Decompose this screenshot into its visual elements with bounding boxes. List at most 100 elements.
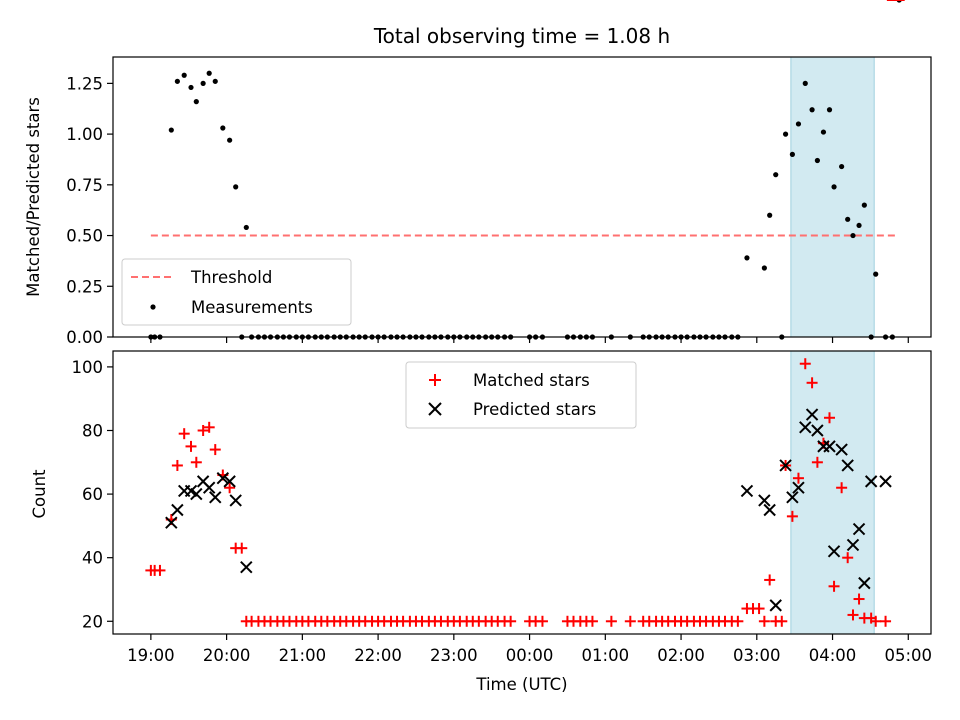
top-y-ticks: 0.00 0.25 0.50 0.75 1.00 1.25 <box>66 74 113 347</box>
legend-measurements-label: Measurements <box>191 298 313 317</box>
measurement-point <box>174 78 180 84</box>
measurement-point <box>802 80 808 86</box>
predicted-star-point <box>229 494 242 507</box>
predicted-star-point <box>190 487 203 501</box>
matched-star-point <box>190 456 202 468</box>
bottom-x-tick-label: 01:00 <box>582 646 630 665</box>
bottom-y-tick-label: 60 <box>82 485 103 504</box>
bottom-x-tick-label: 03:00 <box>733 646 781 665</box>
predicted-star-point <box>823 440 836 453</box>
matched-star-point <box>870 615 882 627</box>
predicted-star-point <box>852 522 866 536</box>
top-panel-title: Total observing time = 1.08 h <box>373 24 670 48</box>
matched-star-point <box>811 456 823 468</box>
top-y-tick-label: 0.50 <box>66 227 103 246</box>
measurement-point <box>181 72 187 78</box>
predicted-star-point <box>858 576 871 590</box>
bottom-panel: 20 40 60 80 100 19:00 20:00 21:00 22:00 23:00 00:… <box>30 0 932 694</box>
matched-star-point <box>154 564 166 576</box>
predicted-star-point <box>805 408 819 421</box>
matched-star-point <box>792 472 804 484</box>
top-axes-frame <box>112 56 932 338</box>
matched-star-point <box>806 377 818 389</box>
measurement-point <box>233 184 239 190</box>
measurement-point <box>789 151 795 157</box>
matched-star-point <box>764 574 776 586</box>
matched-star-point <box>853 593 865 605</box>
bottom-y-tick-label: 100 <box>72 358 104 377</box>
matched-star-point <box>847 609 859 621</box>
predicted-star-point <box>202 481 216 494</box>
predicted-star-point <box>758 494 771 507</box>
measurement-point <box>193 99 199 105</box>
top-y-tick-label: 1.25 <box>66 74 103 93</box>
bottom-x-tick-label: 22:00 <box>354 646 402 665</box>
matched-star-point <box>624 615 636 627</box>
x-axis-label: Time (UTC) <box>475 675 567 694</box>
measurement-point <box>767 212 773 218</box>
bottom-axes-frame <box>112 350 932 635</box>
bottom-x-tick-label: 20:00 <box>203 646 251 665</box>
predicted-star-points <box>165 408 892 612</box>
legend-predicted-swatch <box>428 402 442 416</box>
bottom-x-tick-label: 21:00 <box>279 646 327 665</box>
matched-star-point <box>605 615 617 627</box>
measurement-point <box>773 172 779 178</box>
legend-threshold-label: Threshold <box>190 268 272 287</box>
matched-star-point <box>732 615 744 627</box>
measurement-point <box>200 80 206 86</box>
predicted-star-point <box>864 475 878 488</box>
predicted-star-point <box>835 443 848 456</box>
top-x-ticks <box>150 337 909 343</box>
predicted-star-point <box>846 538 860 552</box>
predicted-star-point <box>879 475 892 488</box>
measurement-point <box>795 121 802 127</box>
top-y-tick-label: 0.00 <box>66 328 103 347</box>
matched-star-point <box>776 615 788 627</box>
predicted-star-point <box>240 561 253 574</box>
legend-matched-label: Matched stars <box>473 371 590 390</box>
bottom-x-tick-label: 19:00 <box>127 646 175 665</box>
matched-star-point <box>224 482 236 494</box>
measurement-point <box>243 224 249 231</box>
bottom-legend-box <box>405 361 637 429</box>
predicted-star-point <box>769 599 782 612</box>
top-y-tick-label: 1.00 <box>66 125 103 144</box>
bottom-x-tick-label: 23:00 <box>430 646 478 665</box>
measurement-point <box>220 125 226 131</box>
top-y-tick-label: 0.75 <box>66 176 103 195</box>
matched-star-point <box>505 615 517 627</box>
measurement-point <box>861 202 867 208</box>
measurement-point <box>831 184 837 190</box>
bottom-y-tick-label: 80 <box>82 421 103 440</box>
matched-star-point <box>197 424 209 436</box>
measurement-point <box>826 107 833 113</box>
measurement-point <box>227 137 233 143</box>
matched-star-point <box>536 615 548 627</box>
matched-star-point <box>171 459 183 471</box>
matched-star-point <box>836 482 848 494</box>
bottom-y-axis-label: Count <box>30 469 49 519</box>
bottom-x-tick-label: 02:00 <box>657 646 705 665</box>
matched-star-point <box>236 542 248 554</box>
matched-star-point <box>842 552 854 564</box>
matched-star-point <box>799 358 811 370</box>
bottom-legend: Matched stars Predicted stars <box>405 361 637 429</box>
measurement-point <box>206 70 212 76</box>
bottom-y-ticks: 20 40 60 80 100 <box>72 358 113 631</box>
bottom-x-tick-label: 00:00 <box>506 646 554 665</box>
matched-star-point <box>178 428 190 440</box>
top-legend-box <box>121 258 352 326</box>
legend-measurements-swatch <box>150 304 156 310</box>
legend-predicted-label: Predicted stars <box>473 400 596 419</box>
matched-star-point <box>753 603 765 615</box>
measurement-point <box>168 127 174 133</box>
predicted-star-point <box>740 484 754 498</box>
predicted-star-point <box>165 516 178 529</box>
predicted-star-point <box>171 503 184 517</box>
bottom-x-ticks: 19:00 20:00 21:00 22:00 23:00 00:00 01:00 02:00… <box>127 634 932 665</box>
measurement-point <box>782 131 789 137</box>
measurement-point <box>744 255 750 261</box>
predicted-star-point <box>223 475 236 488</box>
